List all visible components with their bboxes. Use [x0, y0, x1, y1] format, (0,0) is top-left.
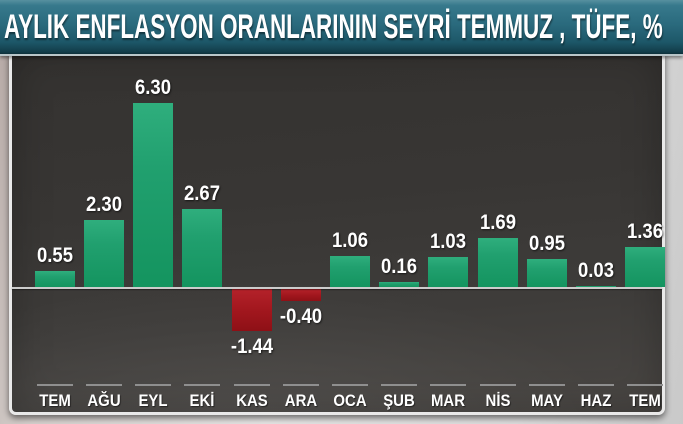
- month-label: ŞUB: [383, 391, 416, 410]
- month-label: OCA: [333, 391, 367, 410]
- positive-bar: [330, 256, 371, 287]
- bar-value-label: 1.06: [332, 229, 369, 252]
- month-label: ARA: [284, 391, 317, 410]
- negative-bar: [231, 289, 272, 331]
- negative-bar: [280, 289, 321, 301]
- axis-tick: [233, 384, 270, 386]
- chart-column: 0.03 HAZ: [572, 55, 621, 413]
- bar-value-label: 1.03: [430, 230, 467, 253]
- chart-column: -0.40 ARA: [276, 55, 325, 413]
- month-label: NİS: [485, 391, 511, 410]
- positive-bar: [379, 282, 420, 287]
- month-label: TEM: [629, 391, 662, 410]
- positive-bar: [133, 103, 174, 287]
- chart-column: 2.30 AĞU: [79, 55, 128, 413]
- bar-chart: 0.55 TEM 2.30 AĞU 6.30 EYL 2.67 EKİ -1.44 KAS -0.4…: [30, 55, 670, 413]
- chart-column: 0.55 TEM: [30, 55, 79, 413]
- zero-axis-line: [12, 287, 662, 289]
- month-label: MAR: [431, 391, 466, 410]
- axis-tick: [627, 384, 664, 386]
- chart-column: 0.95 MAY: [522, 55, 571, 413]
- positive-bar: [34, 271, 75, 287]
- axis-tick: [282, 384, 319, 386]
- chart-column: 2.67 EKİ: [178, 55, 227, 413]
- positive-bar: [477, 238, 518, 287]
- bar-value-label: 2.67: [184, 182, 221, 205]
- axis-tick: [479, 384, 516, 386]
- chart-column: 6.30 EYL: [128, 55, 177, 413]
- month-label: HAZ: [580, 391, 612, 410]
- positive-bar: [625, 247, 666, 287]
- axis-tick: [36, 384, 73, 386]
- title-banner: AYLIK ENFLASYON ORANLARININ SEYRİ TEMMUZ…: [0, 0, 683, 56]
- positive-bar: [526, 259, 567, 287]
- chart-column: -1.44 KAS: [227, 55, 276, 413]
- chart-column: 1.69 NİS: [473, 55, 522, 413]
- month-label: MAY: [531, 391, 563, 410]
- bar-value-label: 1.69: [479, 211, 516, 234]
- chart-column: 1.03 MAR: [424, 55, 473, 413]
- positive-bar: [428, 257, 469, 287]
- bar-value-label: 1.36: [627, 220, 664, 243]
- bar-value-label: 0.55: [36, 244, 73, 267]
- positive-bar: [576, 286, 617, 287]
- positive-bar: [83, 220, 124, 287]
- axis-tick: [135, 384, 172, 386]
- bar-value-label: 0.16: [381, 255, 418, 278]
- axis-tick: [85, 384, 122, 386]
- axis-tick: [528, 384, 565, 386]
- chart-column: 1.36 TEM: [621, 55, 670, 413]
- bar-value-label: 0.95: [528, 232, 565, 255]
- axis-tick: [430, 384, 467, 386]
- month-label: EKİ: [189, 391, 215, 410]
- bar-value-label: 0.03: [578, 259, 615, 282]
- chart-title: AYLIK ENFLASYON ORANLARININ SEYRİ TEMMUZ…: [3, 7, 663, 46]
- bar-value-label: 2.30: [85, 193, 122, 216]
- bar-value-label: 6.30: [135, 76, 172, 99]
- month-label: EYL: [138, 391, 168, 410]
- axis-tick: [381, 384, 418, 386]
- bar-value-label: -1.44: [230, 335, 273, 358]
- month-label: TEM: [38, 391, 71, 410]
- chart-column: 0.16 ŞUB: [375, 55, 424, 413]
- bar-value-label: -0.40: [279, 305, 322, 328]
- axis-tick: [184, 384, 221, 386]
- month-label: AĞU: [87, 391, 121, 410]
- month-label: KAS: [235, 391, 268, 410]
- positive-bar: [182, 209, 223, 287]
- axis-tick: [578, 384, 615, 386]
- axis-tick: [332, 384, 369, 386]
- chart-column: 1.06 OCA: [325, 55, 374, 413]
